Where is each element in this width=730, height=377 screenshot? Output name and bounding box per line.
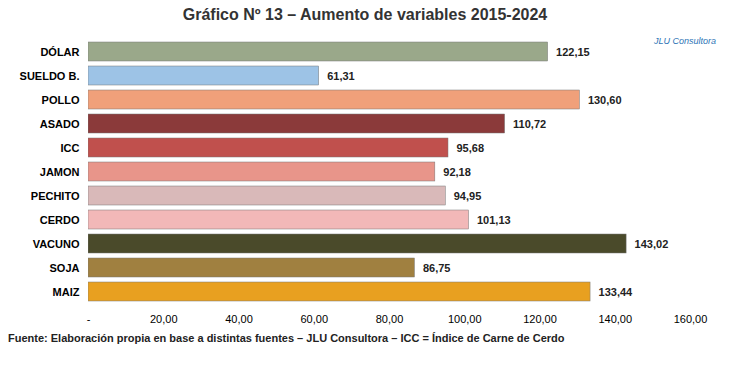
svg-text:CERDO: CERDO [40,214,80,226]
html-text:Fuente: Elaboración propia en: Fuente: Elaboración propia en base a dis… [8,332,565,344]
svg-text:120,00: 120,00 [523,313,557,325]
svg-text:130,60: 130,60 [588,94,622,106]
svg-text:80,00: 80,00 [376,313,404,325]
svg-text:100,00: 100,00 [448,313,482,325]
svg-text:92,18: 92,18 [443,166,471,178]
svg-text:MAIZ: MAIZ [53,286,80,298]
svg-text:DÓLAR: DÓLAR [40,46,79,58]
svg-text:ICC: ICC [61,142,80,154]
html-text:Gráfico Nº 13 – Aumento de var: Gráfico Nº 13 – Aumento de variables 201… [182,6,548,23]
svg-text:POLLO: POLLO [42,94,80,106]
svg-text:SOJA: SOJA [50,262,80,274]
svg-text:20,00: 20,00 [150,313,178,325]
svg-text:VACUNO: VACUNO [33,238,80,250]
svg-text:PECHITO: PECHITO [31,190,80,202]
svg-text:86,75: 86,75 [423,262,451,274]
svg-text:95,68: 95,68 [456,142,484,154]
svg-text:JAMON: JAMON [40,166,80,178]
html-text:JLU Consultora: JLU Consultora [654,36,716,46]
svg-text:122,15: 122,15 [556,46,590,58]
svg-text:SUELDO B.: SUELDO B. [20,70,80,82]
svg-text:160,00: 160,00 [674,313,708,325]
svg-text:ASADO: ASADO [40,118,80,130]
svg-text:101,13: 101,13 [477,214,511,226]
svg-text:110,72: 110,72 [513,118,546,130]
svg-text:60,00: 60,00 [300,313,328,325]
svg-text:-: - [87,313,91,325]
svg-text:61,31: 61,31 [327,70,355,82]
svg-text:140,00: 140,00 [598,313,632,325]
svg-text:143,02: 143,02 [635,238,669,250]
svg-text:40,00: 40,00 [225,313,253,325]
svg-text:94,95: 94,95 [454,190,482,202]
svg-text:133,44: 133,44 [599,286,634,298]
